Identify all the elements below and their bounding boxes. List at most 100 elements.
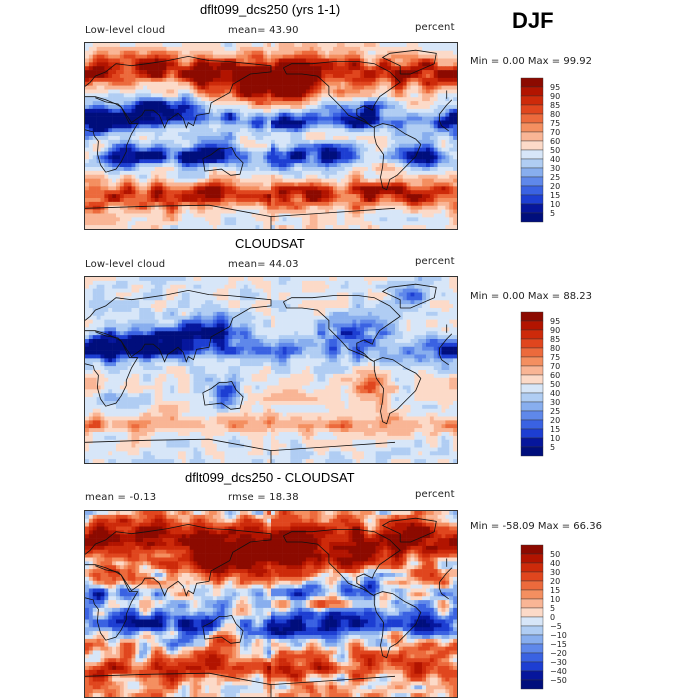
coastline	[85, 55, 272, 129]
colorbar-tick-label: 25	[550, 173, 560, 182]
colorbar-swatch	[520, 383, 544, 394]
colorbar-swatch	[520, 203, 544, 214]
colorbar-tick-label: 5	[550, 604, 555, 613]
colorbar-tick-label: 85	[550, 335, 560, 344]
panel-1-mean-label: mean= 43.90	[228, 25, 299, 36]
panel-1-field	[85, 43, 457, 229]
colorbar-tick-label: 15	[550, 425, 560, 434]
colorbar-tick-label: 15	[550, 191, 560, 200]
colorbar-swatch	[520, 329, 544, 340]
coastline	[270, 675, 396, 685]
colorbar-tick-label: 80	[550, 110, 560, 119]
colorbar-swatch	[520, 580, 544, 591]
colorbar-tick-label: 75	[550, 353, 560, 362]
colorbar-tick-label: 0	[550, 613, 555, 622]
colorbar-swatch	[520, 401, 544, 412]
panel-2-units-label: percent	[415, 256, 455, 267]
coastline	[85, 97, 139, 173]
colorbar-swatch	[520, 95, 544, 106]
colorbar-tick-label: 95	[550, 317, 560, 326]
panel-3-field	[85, 511, 457, 697]
colorbar-swatch	[520, 77, 544, 88]
colorbar-swatch	[520, 553, 544, 564]
colorbar-swatch	[520, 347, 544, 358]
colorbar-swatch	[520, 158, 544, 169]
coastline	[270, 441, 396, 451]
colorbar-tick-label: 10	[550, 595, 560, 604]
coastline	[85, 565, 139, 641]
colorbar-swatch	[520, 446, 544, 457]
coastline	[85, 331, 139, 407]
colorbar-tick-label: 90	[550, 326, 560, 335]
colorbar-tick-label: 80	[550, 344, 560, 353]
field-cells	[85, 511, 457, 697]
colorbar-tick-label: −5	[550, 622, 562, 631]
colorbar-tick-label: 30	[550, 164, 560, 173]
coastline	[373, 357, 422, 425]
coastline	[202, 614, 244, 644]
colorbar-tick-label: 85	[550, 101, 560, 110]
panel-2-title: CLOUDSAT	[235, 236, 305, 251]
colorbar-swatch	[520, 643, 544, 654]
coastline	[85, 523, 272, 597]
colorbar-swatch	[520, 176, 544, 187]
colorbar-tick-label: 20	[550, 416, 560, 425]
colorbar-tick-label: 60	[550, 371, 560, 380]
panel-3-rmse-label: rmse = 18.38	[228, 492, 299, 503]
colorbar-tick-label: 25	[550, 407, 560, 416]
colorbar-tick-label: 50	[550, 146, 560, 155]
coastline	[202, 380, 244, 410]
colorbar-swatch	[520, 365, 544, 376]
panel-2-mean-label: mean= 44.03	[228, 259, 299, 270]
colorbar-swatch	[520, 149, 544, 160]
colorbar-tick-label: 5	[550, 209, 555, 218]
coastline	[438, 333, 453, 355]
colorbar-tick-label: 70	[550, 128, 560, 137]
coastline	[438, 99, 453, 121]
colorbar-swatch	[520, 625, 544, 636]
colorbar-swatch	[520, 670, 544, 681]
panel-1-units-label: percent	[415, 22, 455, 33]
colorbar-swatch	[520, 661, 544, 672]
colorbar-swatch	[520, 311, 544, 322]
colorbar-tick-label: 40	[550, 155, 560, 164]
field-cells	[85, 43, 457, 229]
panel-1-left-label: Low-level cloud	[85, 25, 166, 36]
colorbar-tick-label: 20	[550, 182, 560, 191]
coastline	[283, 61, 401, 129]
coastline	[283, 295, 401, 363]
colorbar-tick-label: 50	[550, 550, 560, 559]
colorbar-tick-label: 60	[550, 137, 560, 146]
panel-3-colorbar: 50 40 30 20 15 10 5 0 −5 −10 −15 −20 −30 −40 −50	[520, 544, 581, 693]
colorbar-tick-label: 10	[550, 434, 560, 443]
panel-3-units-label: percent	[415, 489, 455, 500]
colorbar-swatch	[520, 113, 544, 124]
colorbar-swatch	[520, 185, 544, 196]
panel-2-left-label: Low-level cloud	[85, 259, 166, 270]
colorbar-tick-label: 70	[550, 362, 560, 371]
colorbar-tick-label: 5	[550, 443, 555, 452]
colorbar-swatch	[520, 634, 544, 645]
coastline	[439, 354, 449, 366]
colorbar-swatch	[520, 607, 544, 618]
coastline	[381, 283, 437, 309]
colorbar-tick-label: 30	[550, 568, 560, 577]
colorbar-swatch	[520, 320, 544, 331]
panel-2-colorbar: 95 90 85 80 75 70 60 50 40 30 25 20 15 10 5	[520, 311, 581, 460]
colorbar-swatch	[520, 598, 544, 609]
coastline	[85, 672, 272, 697]
coastline	[381, 517, 437, 543]
coastline	[85, 204, 272, 229]
colorbar-swatch	[520, 86, 544, 97]
colorbar-swatch	[520, 562, 544, 573]
colorbar-tick-label: −10	[550, 631, 567, 640]
colorbar-tick-label: −50	[550, 676, 567, 685]
colorbar-tick-label: 40	[550, 389, 560, 398]
colorbar-swatch	[520, 194, 544, 205]
colorbar-tick-label: −15	[550, 640, 567, 649]
colorbar-tick-label: 75	[550, 119, 560, 128]
colorbar-tick-label: 15	[550, 586, 560, 595]
panel-3-mean-label: mean = -0.13	[85, 492, 157, 503]
colorbar-swatch	[520, 410, 544, 421]
colorbar-swatch	[520, 338, 544, 349]
